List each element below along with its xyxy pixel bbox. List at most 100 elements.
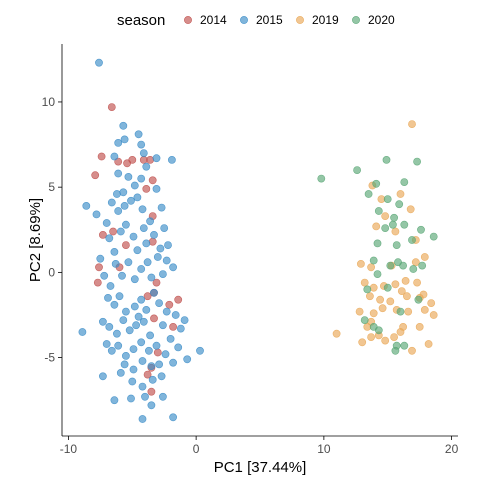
- point-2015-60: [106, 323, 113, 330]
- point-2015-34: [157, 245, 164, 252]
- point-2015-33: [150, 231, 157, 238]
- point-2015-80: [175, 344, 182, 351]
- point-2015-51: [122, 308, 129, 315]
- point-2015-25: [106, 235, 113, 242]
- point-2015-18: [127, 197, 134, 204]
- legend: season 2014 2015 2019 2020: [117, 12, 395, 29]
- point-2020-30: [415, 296, 422, 303]
- point-2019-40: [333, 330, 340, 337]
- point-2015-92: [149, 376, 156, 383]
- point-2020-4: [373, 180, 380, 187]
- point-2014-13: [95, 264, 102, 271]
- point-2015-42: [131, 276, 138, 283]
- point-2015-107: [154, 253, 161, 260]
- point-2015-91: [139, 383, 146, 390]
- point-2020-2: [383, 156, 390, 163]
- point-2019-0: [408, 121, 415, 128]
- point-2015-21: [158, 204, 165, 211]
- point-2019-7: [392, 228, 399, 235]
- point-2020-12: [382, 225, 389, 232]
- point-2015-93: [158, 373, 165, 380]
- point-2020-6: [365, 190, 372, 197]
- point-2015-59: [99, 318, 106, 325]
- point-2015-13: [143, 163, 150, 170]
- point-2015-9: [120, 189, 127, 196]
- point-2020-34: [392, 347, 399, 354]
- point-2015-84: [121, 361, 128, 368]
- point-2015-95: [127, 395, 134, 402]
- point-2015-30: [134, 247, 141, 254]
- point-2019-33: [421, 306, 428, 313]
- point-2014-23: [154, 349, 161, 356]
- point-2015-1: [115, 139, 122, 146]
- y-axis-label: PC2 [8.69%]: [27, 198, 44, 282]
- point-2014-9: [143, 185, 150, 192]
- point-2015-22: [161, 225, 168, 232]
- point-2019-39: [430, 311, 437, 318]
- point-2015-61: [113, 330, 120, 337]
- point-2015-105: [153, 155, 160, 162]
- point-2020-0: [318, 175, 325, 182]
- point-2015-7: [111, 153, 118, 160]
- point-2015-100: [170, 414, 177, 421]
- y-ticks: -5 0 5 10: [42, 95, 62, 365]
- point-2015-83: [99, 373, 106, 380]
- point-2015-54: [143, 306, 150, 313]
- point-2015-81: [184, 356, 191, 363]
- point-2015-52: [131, 303, 138, 310]
- y-tick-label-1: 0: [48, 265, 55, 279]
- point-2015-96: [141, 393, 148, 400]
- point-2015-78: [153, 342, 160, 349]
- point-2015-85: [130, 366, 137, 373]
- point-2015-82: [196, 347, 203, 354]
- point-2015-73: [115, 342, 122, 349]
- point-2014-21: [150, 315, 157, 322]
- point-2015-77: [145, 347, 152, 354]
- point-2015-89: [170, 359, 177, 366]
- point-2020-23: [410, 265, 417, 272]
- point-2019-36: [391, 334, 398, 341]
- point-2015-37: [101, 272, 108, 279]
- point-2015-45: [148, 274, 155, 281]
- point-2014-19: [175, 296, 182, 303]
- point-2019-29: [370, 310, 377, 317]
- point-2015-0: [95, 59, 102, 66]
- point-2019-12: [402, 277, 409, 284]
- point-2015-40: [118, 272, 125, 279]
- point-2020-18: [408, 236, 415, 243]
- legend-key-2014: [184, 16, 191, 23]
- point-2015-103: [113, 190, 120, 197]
- point-2015-41: [125, 259, 132, 266]
- point-2015-69: [177, 325, 184, 332]
- point-2019-23: [377, 296, 384, 303]
- point-2015-14: [153, 185, 160, 192]
- point-2019-25: [403, 293, 410, 300]
- point-2020-3: [414, 158, 421, 165]
- legend-label-2019: 2019: [312, 13, 339, 27]
- point-2015-94: [111, 397, 118, 404]
- point-2015-62: [120, 317, 127, 324]
- point-2020-1: [354, 167, 361, 174]
- point-2019-32: [405, 308, 412, 315]
- point-2019-2: [397, 190, 404, 197]
- legend-label-2014: 2014: [200, 13, 227, 27]
- point-2015-63: [126, 327, 133, 334]
- point-2015-39: [112, 260, 119, 267]
- point-2019-6: [373, 223, 380, 230]
- point-2019-45: [408, 347, 415, 354]
- point-2020-15: [430, 233, 437, 240]
- point-2015-49: [111, 301, 118, 308]
- point-2015-20: [147, 218, 154, 225]
- y-tick-label-2: 5: [48, 180, 55, 194]
- point-2019-24: [387, 298, 394, 305]
- point-2015-50: [116, 293, 123, 300]
- point-2015-86: [139, 357, 146, 364]
- point-2015-72: [108, 347, 115, 354]
- point-2015-12: [138, 175, 145, 182]
- point-2019-28: [356, 308, 363, 315]
- point-2015-32: [143, 240, 150, 247]
- point-2015-68: [167, 335, 174, 342]
- point-2015-47: [170, 264, 177, 271]
- point-2020-29: [397, 308, 404, 315]
